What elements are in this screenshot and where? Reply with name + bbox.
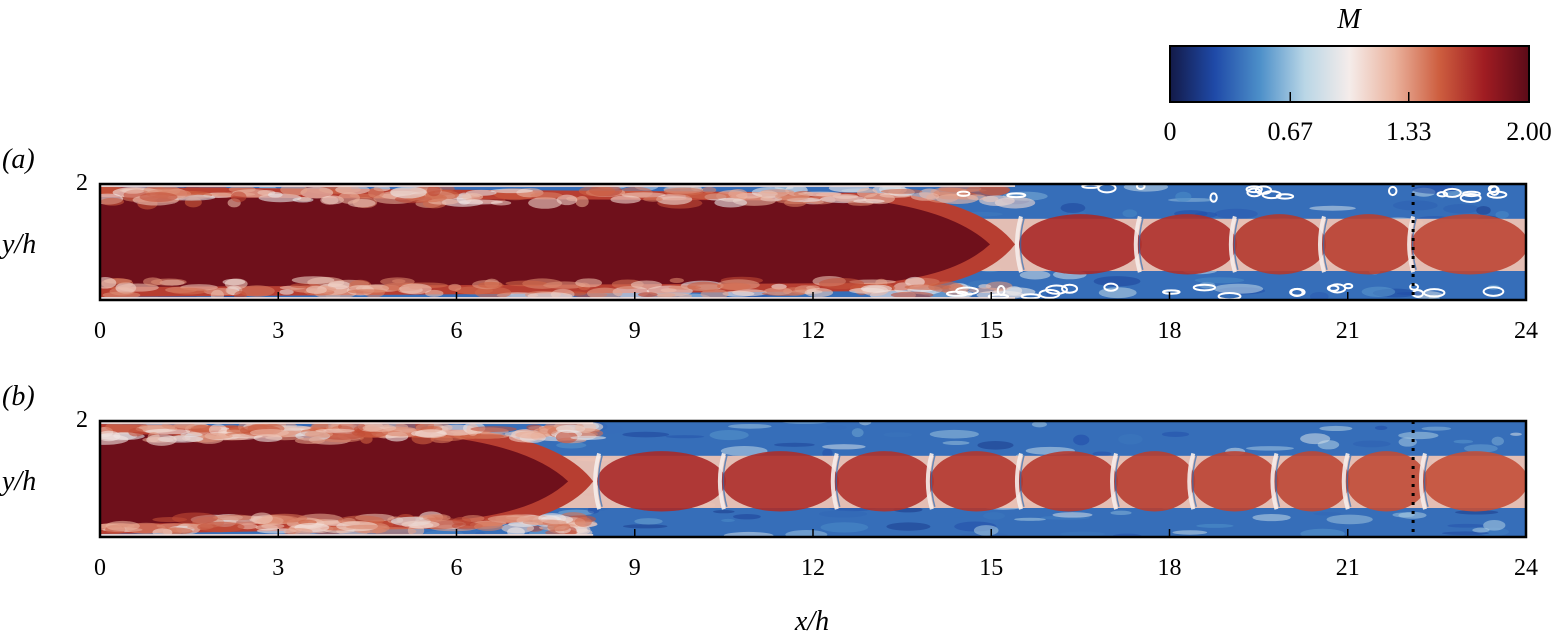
x-tick-label: 12: [801, 555, 825, 581]
x-tick-label: 15: [979, 318, 1003, 344]
x-tick-label: 9: [629, 555, 641, 581]
panel-b-ylabel: y/h: [0, 466, 36, 497]
x-tick-label: 0: [94, 318, 106, 344]
panel-label-b: (b): [2, 381, 35, 412]
colorbar-tick-label: 0: [1164, 117, 1177, 146]
x-tick-label: 9: [629, 318, 641, 344]
panel-a-ytick: 2: [76, 170, 88, 196]
x-tick-label: 3: [272, 318, 284, 344]
colorbar: M 0 0.67 1.33 2.00: [1164, 4, 1552, 146]
panel-a: (a) y/h 2 0 3 6 9 12 15 18 21 24: [0, 144, 1538, 344]
colorbar-tick-label: 0.67: [1268, 117, 1314, 146]
panel-b: (b) y/h 2 0 3 6 9 12 15 18 21 24: [0, 381, 1538, 581]
x-tick-label: 21: [1336, 318, 1360, 344]
colorbar-label: M: [1336, 4, 1362, 35]
x-tick-label: 24: [1514, 318, 1538, 344]
mach-field-b: [100, 421, 1526, 537]
x-tick-label: 3: [272, 555, 284, 581]
x-tick-label: 12: [801, 318, 825, 344]
mach-field-a: [100, 184, 1526, 300]
panel-a-x-ticks: 0 3 6 9 12 15 18 21 24: [94, 292, 1538, 344]
colorbar-tick-label: 1.33: [1386, 117, 1432, 146]
panel-a-ylabel: y/h: [0, 229, 36, 260]
panel-label-a: (a): [2, 144, 35, 175]
x-tick-label: 24: [1514, 555, 1538, 581]
colorbar-gradient: [1169, 45, 1530, 103]
colorbar-tick-label: 2.00: [1506, 117, 1552, 146]
x-tick-label: 0: [94, 555, 106, 581]
x-tick-label: 18: [1158, 555, 1182, 581]
panel-b-ytick: 2: [76, 407, 88, 433]
x-axis-label: x/h: [794, 606, 829, 637]
x-tick-label: 6: [451, 318, 463, 344]
x-tick-label: 21: [1336, 555, 1360, 581]
x-tick-label: 18: [1158, 318, 1182, 344]
panel-b-x-ticks: 0 3 6 9 12 15 18 21 24: [94, 529, 1538, 581]
x-tick-label: 6: [451, 555, 463, 581]
x-tick-label: 15: [979, 555, 1003, 581]
